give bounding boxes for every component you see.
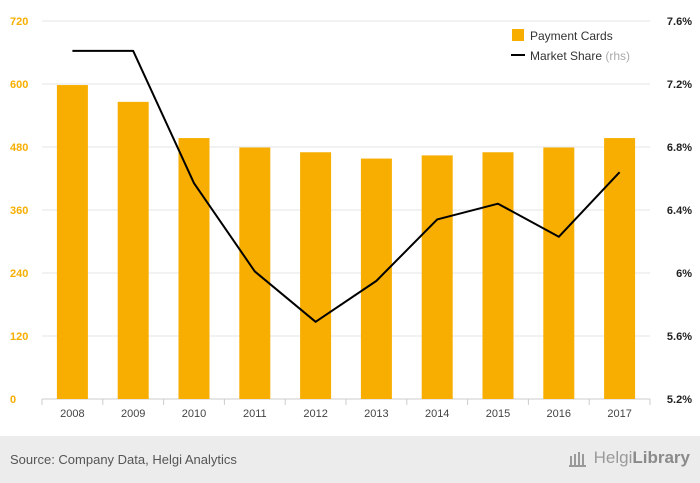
bar <box>56 85 88 400</box>
bar <box>178 138 210 399</box>
brand-light: Helgi <box>593 448 633 467</box>
x-tick-label: 2017 <box>607 408 631 420</box>
y-right-tick-label: 5.6% <box>667 331 692 343</box>
legend-label-payment-cards: Payment Cards <box>530 29 613 43</box>
y-left-tick-label: 120 <box>10 331 28 343</box>
bar <box>421 155 453 399</box>
legend-swatch-payment-cards <box>512 29 524 41</box>
y-right-tick-label: 7.6% <box>667 16 692 28</box>
x-tick-label: 2008 <box>60 408 84 420</box>
y-right-tick-label: 6.4% <box>667 205 692 217</box>
legend-label-market-share: Market Share (rhs) <box>530 49 630 63</box>
y-right-tick-label: 7.2% <box>667 79 692 91</box>
y-left-tick-label: 600 <box>10 79 28 91</box>
y-right-tick-label: 6.8% <box>667 142 692 154</box>
source-note: Source: Company Data, Helgi Analytics <box>10 452 237 467</box>
y-right-tick-label: 6% <box>676 268 692 280</box>
x-tick-label: 2014 <box>425 408 449 420</box>
bar <box>604 138 636 399</box>
x-tick-label: 2015 <box>486 408 510 420</box>
x-tick-label: 2011 <box>243 408 267 420</box>
x-tick-label: 2010 <box>182 408 206 420</box>
brand-bold: Library <box>632 448 690 467</box>
bar <box>117 101 149 399</box>
y-left-tick-label: 240 <box>10 268 28 280</box>
brand-logo[interactable]: Helgi Library <box>568 448 690 468</box>
y-left-tick-label: 360 <box>10 205 28 217</box>
market-share-line <box>72 49 621 323</box>
bar <box>239 147 271 399</box>
bar <box>360 158 392 399</box>
x-tick-label: 2013 <box>364 408 388 420</box>
bar <box>482 152 514 399</box>
x-tick-label: 2012 <box>303 408 327 420</box>
x-tick-label: 2016 <box>547 408 571 420</box>
legend-suffix-rhs: (rhs) <box>602 49 630 63</box>
library-icon <box>568 452 586 467</box>
footer: Source: Company Data, Helgi Analytics He… <box>0 436 700 483</box>
y-left-tick-label: 720 <box>10 16 28 28</box>
bar <box>300 152 332 399</box>
x-tick-label: 2009 <box>121 408 145 420</box>
y-left-tick-label: 480 <box>10 142 28 154</box>
bar <box>543 147 575 399</box>
chart: 0 5.2% 120 5.6% 240 6% 360 6.4% 480 6.8% 600 7.2% 72… <box>10 16 692 420</box>
y-left-tick-label: 0 <box>10 394 16 406</box>
y-right-tick-label: 5.2% <box>667 394 692 406</box>
